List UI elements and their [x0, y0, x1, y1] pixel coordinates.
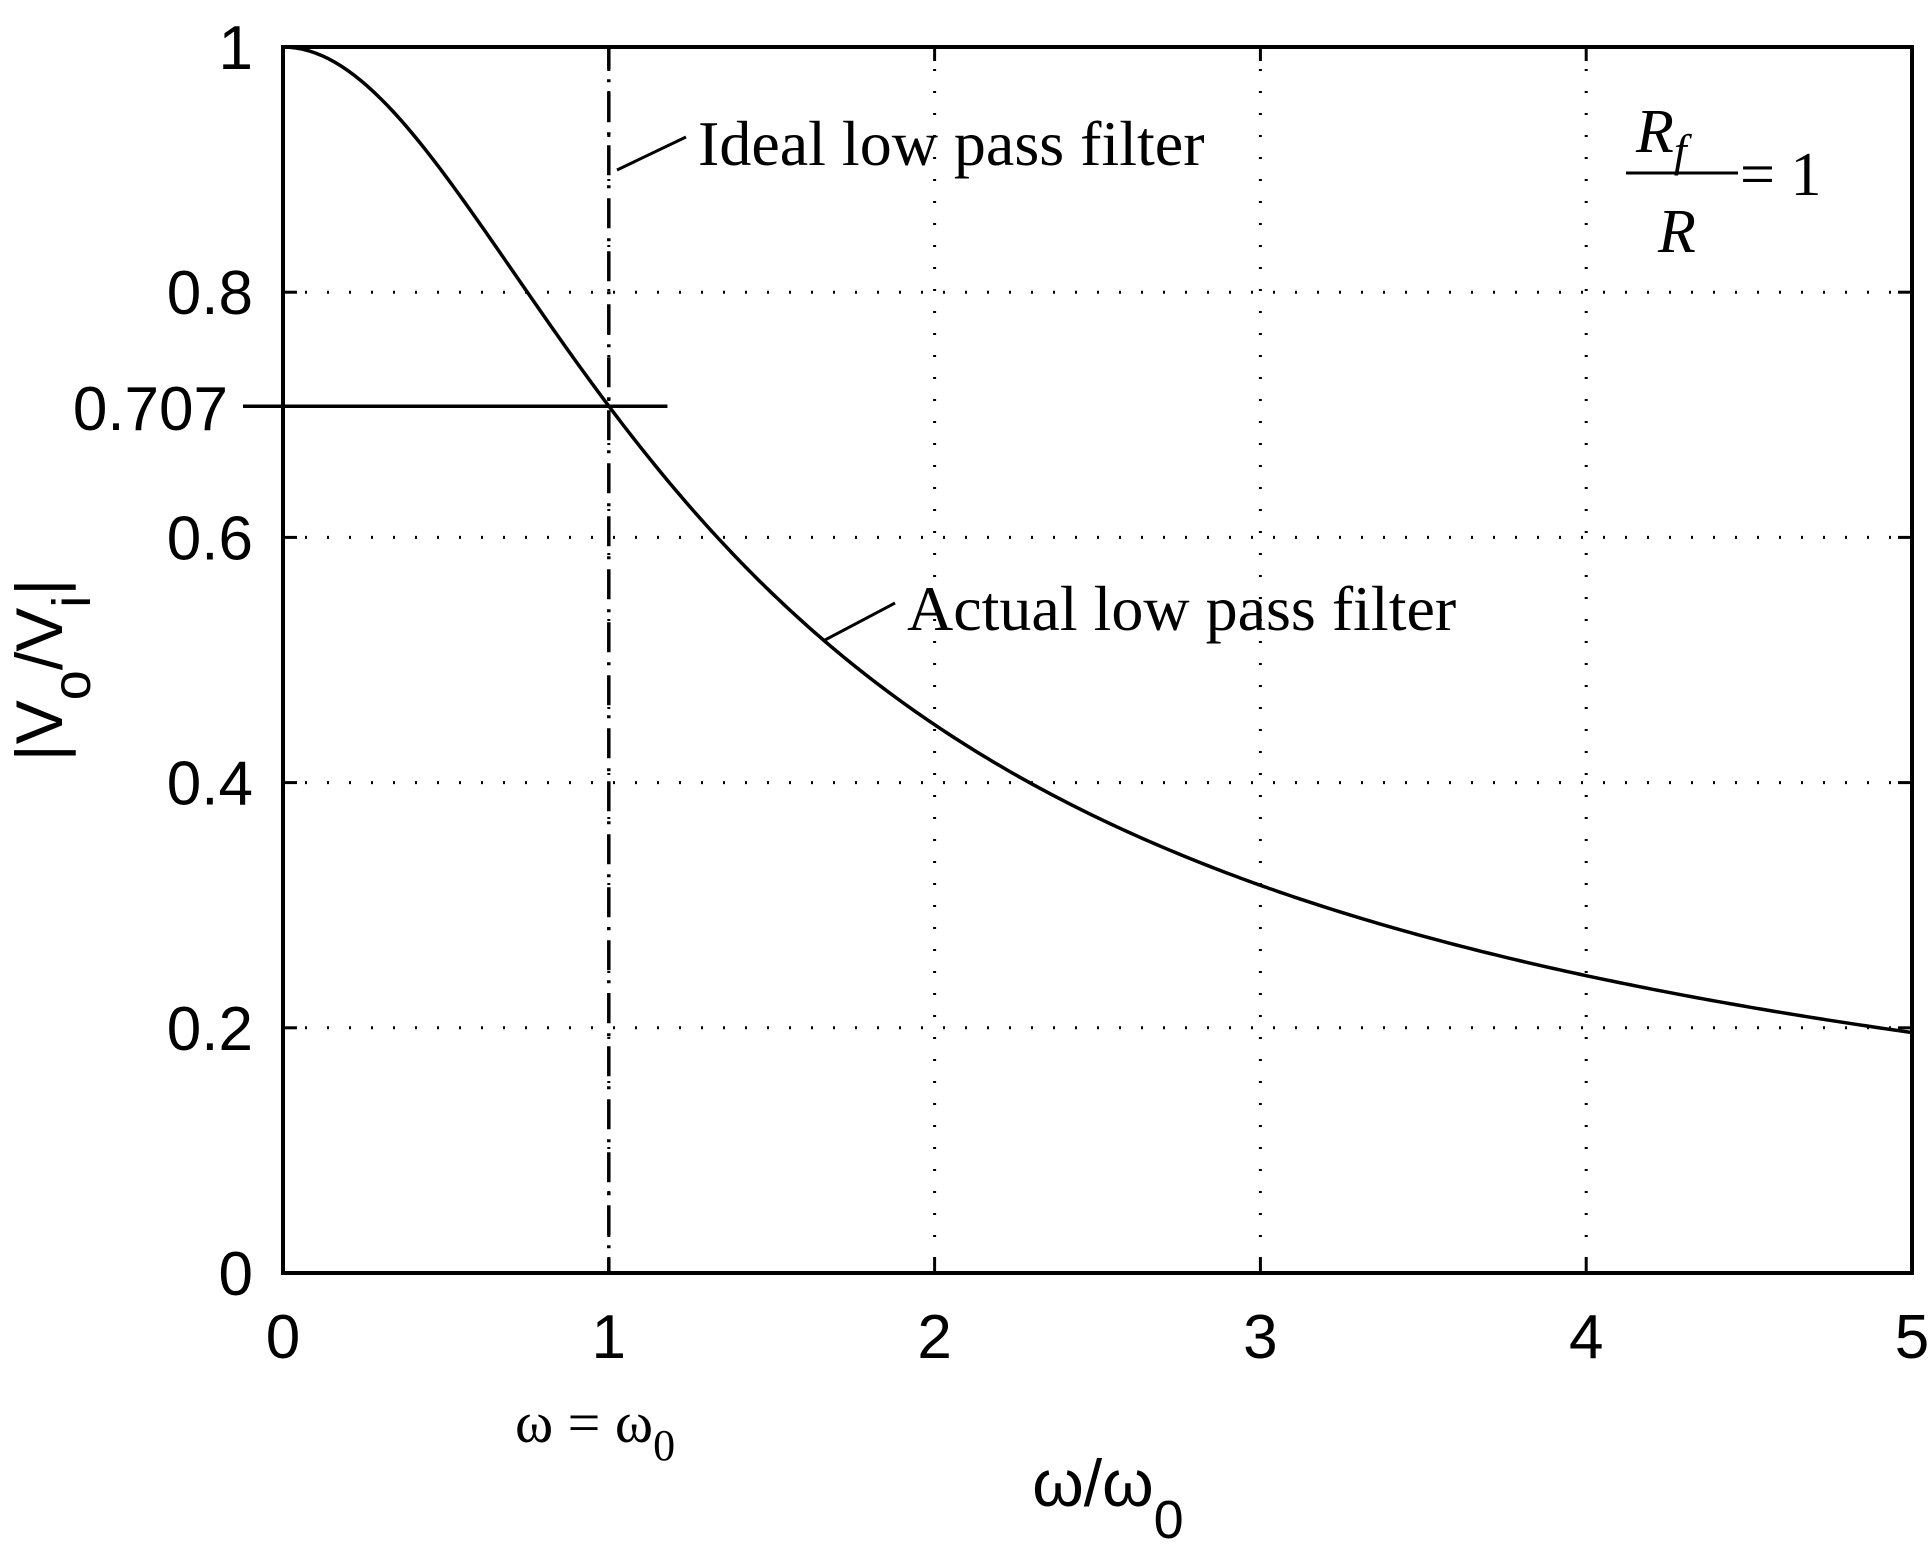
y-tick-label: 0.6 — [167, 504, 253, 573]
x-axis-title-sub: 0 — [1154, 1490, 1184, 1550]
resistor-ratio-label: Rf R = 1 — [1626, 98, 1821, 266]
actual-filter-label: Actual low pass filter — [907, 573, 1456, 644]
plot-frame — [281, 45, 1914, 1275]
y-tick-label: 0 — [219, 1240, 253, 1309]
cutoff-level-label: 0.707 — [73, 375, 228, 444]
y-tick-label: 0.8 — [167, 259, 253, 328]
y-tick-label: 1 — [219, 14, 253, 83]
x-tick-label: 3 — [1243, 1303, 1277, 1372]
ideal-filter-curve — [283, 45, 611, 1273]
actual-filter-leader-line — [824, 601, 896, 642]
ideal-filter-leader-line — [616, 135, 687, 172]
ratio-equals-one: = 1 — [1740, 141, 1821, 209]
ideal-filter-label: Ideal low pass filter — [698, 108, 1205, 179]
y-tick-label: 0.4 — [167, 750, 253, 819]
x-axis-title-main: ω/ω — [1032, 1446, 1153, 1520]
x-tick-label: 5 — [1895, 1303, 1929, 1372]
x-tick-label: 0 — [266, 1303, 300, 1372]
x-tick-label: 1 — [592, 1303, 626, 1372]
x-tick-label: 4 — [1569, 1303, 1603, 1372]
cutoff-frequency-main: ω = ω — [515, 1390, 653, 1455]
grid — [283, 47, 1912, 1273]
tick-labels: 0 1 2 3 4 5 0 0.2 0.4 0.6 0.8 1 — [167, 14, 1929, 1372]
actual-filter-curve — [282, 45, 1913, 1035]
y-axis-title: |Vo/Vi| — [2, 579, 102, 762]
cutoff-frequency-sub: 0 — [653, 1421, 675, 1470]
ratio-numerator: Rf — [1635, 98, 1693, 176]
x-tick-label: 2 — [917, 1303, 951, 1372]
ratio-denominator: R — [1657, 198, 1696, 266]
x-axis-title: ω/ω0 — [1032, 1446, 1183, 1550]
y-tick-label: 0.2 — [167, 995, 253, 1064]
cutoff-frequency-label: ω = ω0 — [515, 1390, 675, 1470]
